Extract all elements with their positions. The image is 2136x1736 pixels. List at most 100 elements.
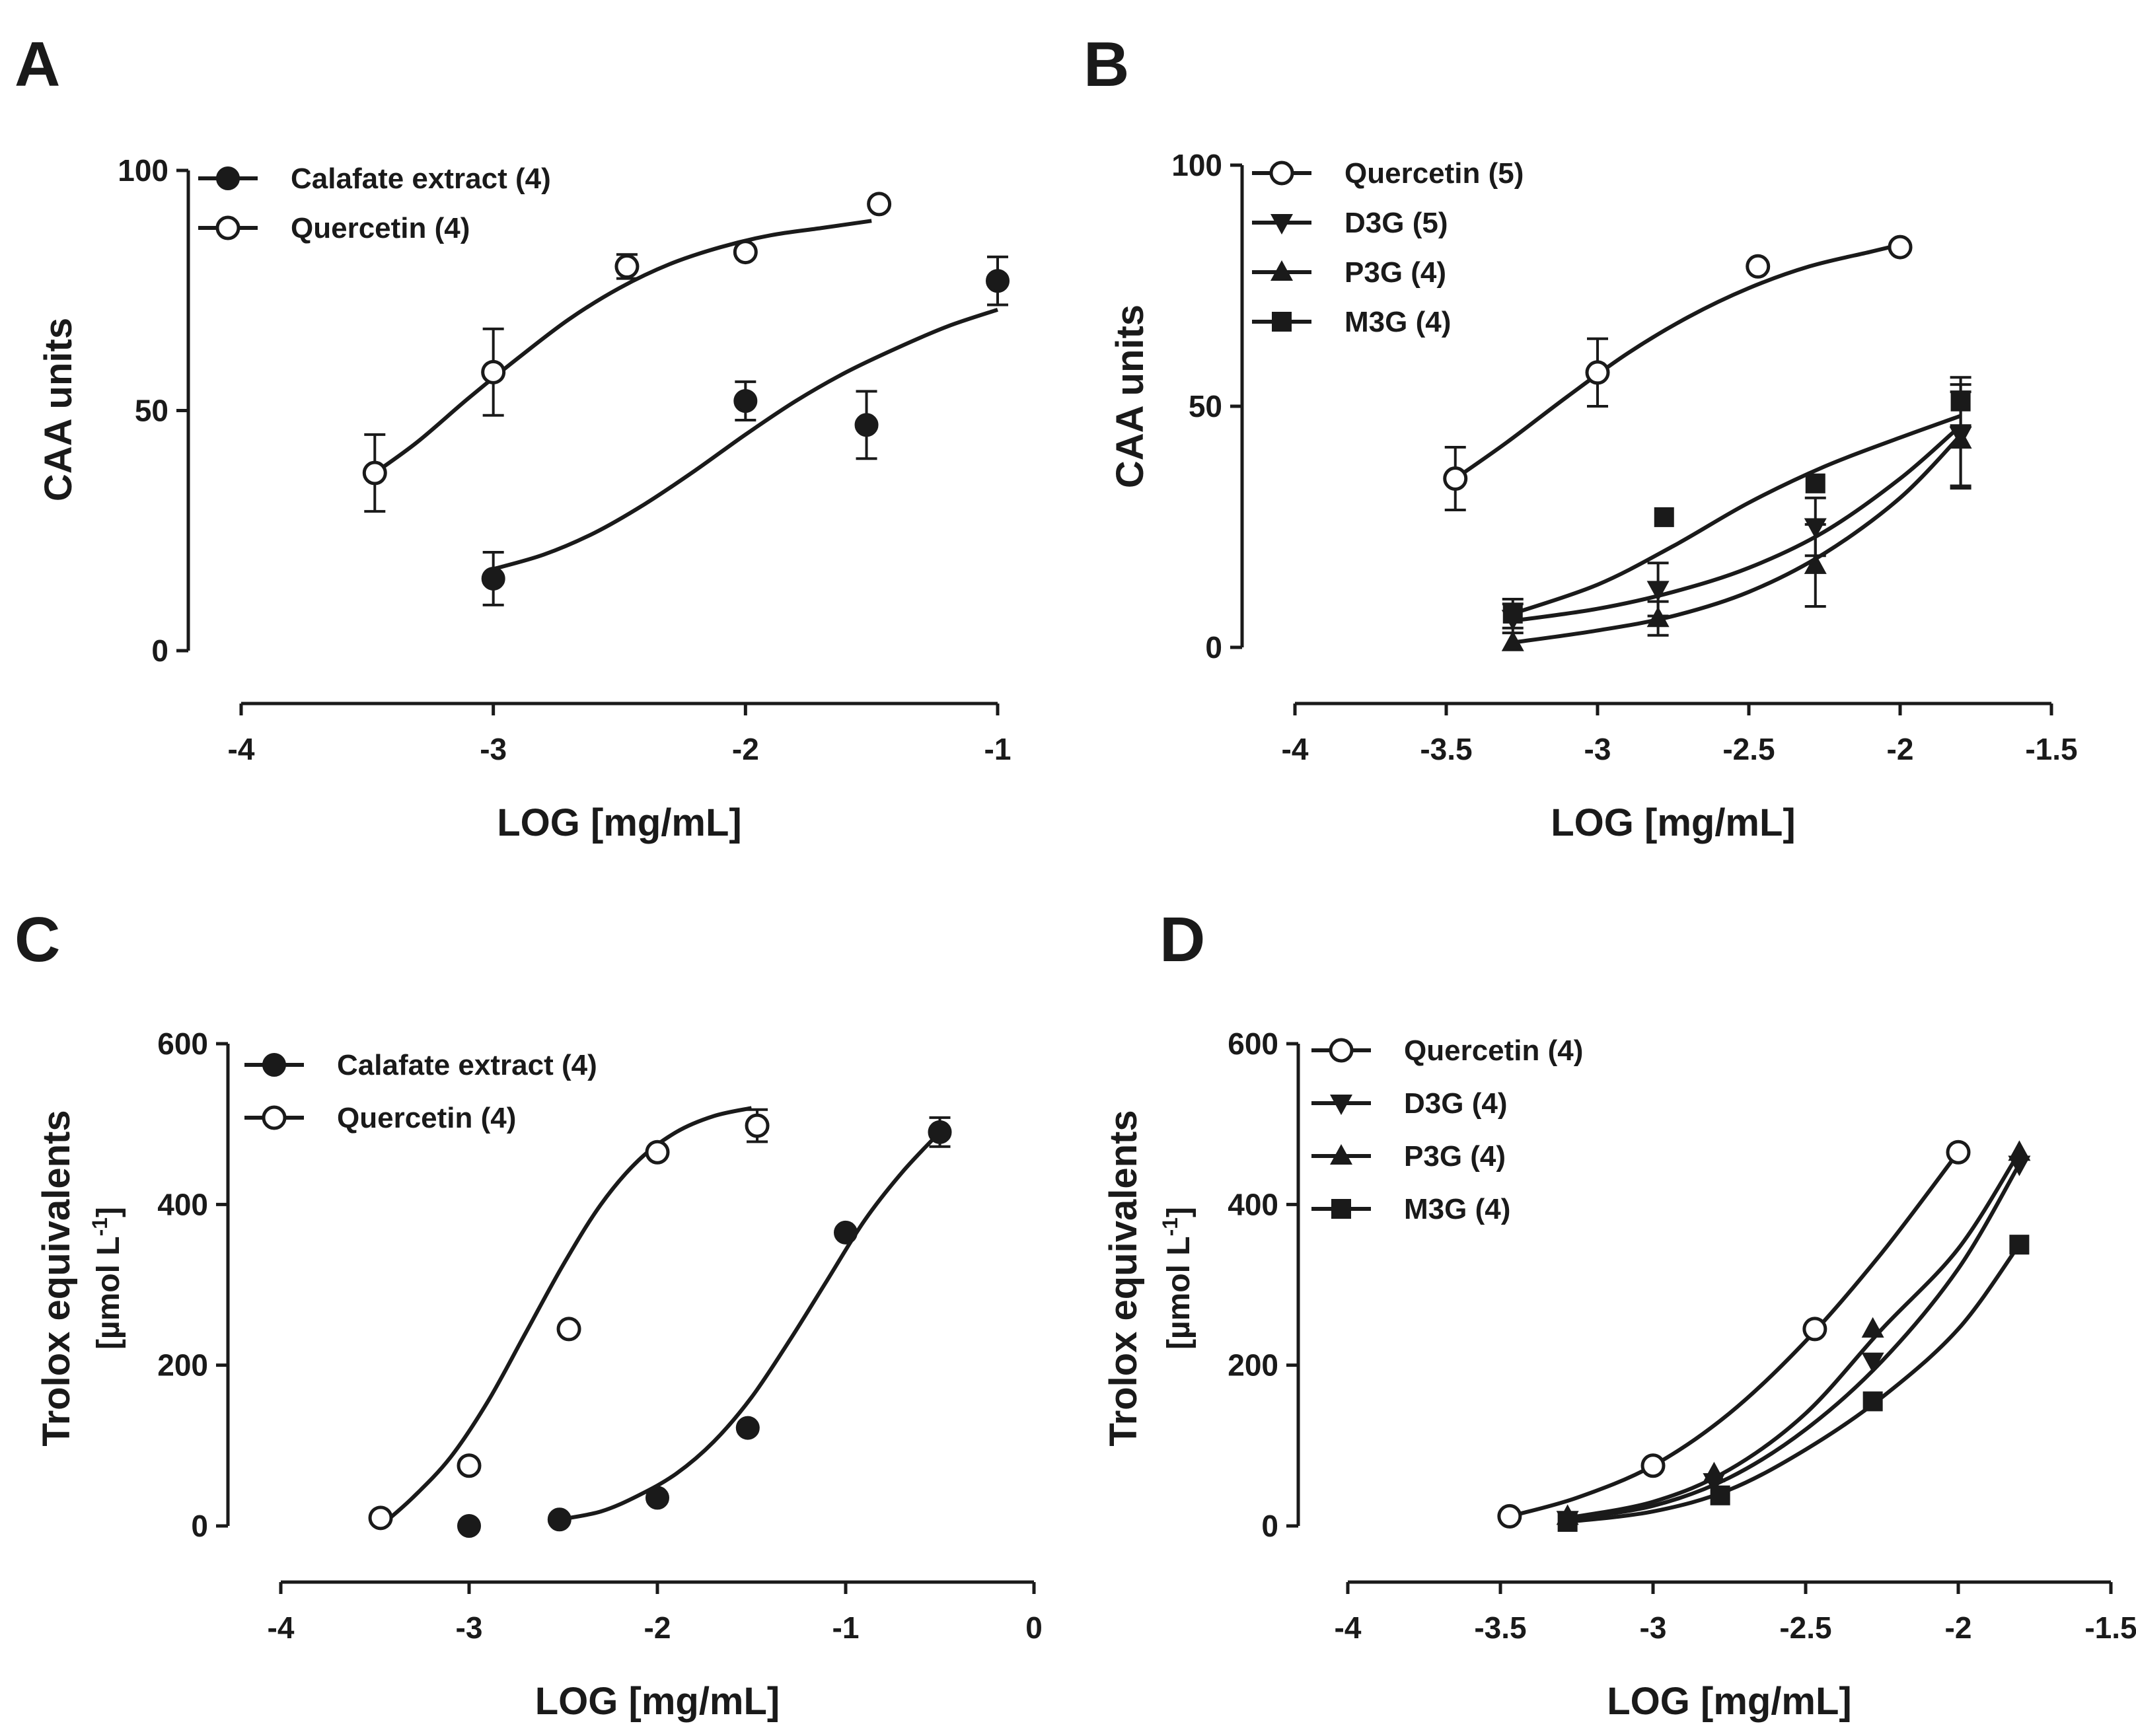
y-tick-label: 0 — [1261, 1509, 1278, 1543]
legend-marker — [215, 215, 240, 240]
legend-entry: M3G (4) — [1252, 306, 1451, 338]
x-axis-label: LOG [mg/mL] — [1607, 1680, 1852, 1723]
series-quercetin-4 — [368, 1106, 770, 1531]
legend-entry: D3G (4) — [1311, 1087, 1507, 1120]
fit-curve — [1512, 414, 1962, 616]
legend-label: M3G (4) — [1404, 1193, 1510, 1225]
y-axis-label-units: [µmol L-1] — [1158, 1207, 1197, 1350]
legend-entry: P3G (4) — [1311, 1140, 1506, 1173]
data-point — [733, 240, 758, 265]
data-point — [1888, 235, 1913, 260]
y-axis-label: CAA units — [37, 318, 80, 501]
data-point — [1443, 466, 1468, 491]
legend-entry: Quercetin (4) — [244, 1102, 516, 1134]
y-tick-label: 100 — [118, 153, 168, 188]
y-tick-label: 50 — [1189, 389, 1222, 423]
data-point — [1946, 1139, 1971, 1165]
x-tick-label: -4 — [1335, 1610, 1362, 1645]
data-point — [1861, 1352, 1884, 1373]
x-tick-label: -1 — [832, 1610, 860, 1645]
data-point — [733, 388, 758, 413]
y-tick-label: 0 — [191, 1509, 208, 1543]
x-tick-label: -2 — [1945, 1610, 1972, 1645]
fit-curve — [1567, 1151, 2021, 1520]
data-point — [2008, 1140, 2031, 1161]
data-point — [1640, 1453, 1666, 1478]
data-point — [745, 1113, 770, 1138]
data-point — [1861, 1317, 1884, 1338]
series-p3g-4 — [1556, 1140, 2031, 1525]
x-tick-label: -3 — [1640, 1610, 1667, 1645]
y-axis-label: Trolox equivalents — [1102, 1110, 1145, 1446]
y-tick-label: 200 — [157, 1348, 208, 1383]
fit-curve — [379, 1106, 753, 1528]
series-p3g-4 — [1501, 390, 1972, 651]
x-tick-label: -4 — [1282, 732, 1309, 766]
series-quercetin-5 — [1443, 235, 1913, 511]
y-tick-label: 600 — [157, 1027, 208, 1061]
data-point — [1949, 428, 1972, 449]
data-point — [1557, 1511, 1578, 1532]
y-tick-label: 200 — [1228, 1348, 1278, 1383]
legend-label: Quercetin (4) — [1404, 1034, 1583, 1067]
data-point — [614, 254, 640, 279]
data-point — [867, 192, 892, 217]
x-tick-label: -4 — [268, 1610, 295, 1645]
legend-marker — [1330, 1095, 1352, 1115]
data-point — [457, 1514, 481, 1538]
legend-label: Quercetin (4) — [291, 212, 470, 244]
legend-marker — [262, 1053, 286, 1077]
fit-curve — [559, 1130, 941, 1522]
legend-marker — [216, 166, 240, 190]
fit-curve — [373, 219, 872, 475]
x-tick-label: -2 — [732, 732, 759, 766]
chart-panel-c: C 0 200 400 600 -4 -3 -2 -1 0 LOG [mg/mL] Trolox eq… — [15, 904, 1043, 1723]
data-point — [1646, 581, 1670, 602]
chart-panel-a: A 0 50 100 -4 -3 -2 -1 LOG [mg/mL] CAA units Calaf… — [15, 29, 1011, 844]
legend-label: Calafate extract (4) — [291, 163, 551, 195]
panel-letter: B — [1084, 29, 1129, 100]
fit-curve — [1509, 1151, 1960, 1519]
data-point — [1585, 360, 1610, 385]
x-tick-label: -4 — [228, 732, 255, 766]
legend-entry: Calafate extract (4) — [198, 163, 551, 195]
legend-entry: M3G (4) — [1311, 1193, 1510, 1225]
data-point — [1654, 507, 1674, 527]
legend-entry: Quercetin (4) — [198, 212, 470, 244]
series-calafate-extract-4 — [457, 1116, 952, 1538]
legend-label: D3G (5) — [1344, 207, 1448, 239]
series-d3g-4 — [1556, 1155, 2031, 1532]
panel-letter: C — [15, 904, 60, 975]
fit-curve — [1567, 1163, 2021, 1522]
y-tick-label: 600 — [1228, 1027, 1278, 1061]
data-point — [928, 1120, 952, 1144]
x-tick-label: -3.5 — [1474, 1610, 1526, 1645]
data-point — [362, 460, 387, 486]
series-m3g-4 — [1557, 1235, 2030, 1532]
x-tick-label: -2 — [1887, 732, 1914, 766]
y-tick-label: 0 — [1205, 630, 1222, 665]
x-tick-label: -2.5 — [1779, 1610, 1831, 1645]
x-axis-label: LOG [mg/mL] — [497, 801, 742, 844]
fit-curve — [1512, 423, 1962, 623]
y-tick-label: 50 — [135, 394, 168, 428]
x-axis-label: LOG [mg/mL] — [535, 1680, 780, 1723]
data-point — [1497, 1503, 1522, 1529]
data-point — [735, 1416, 760, 1440]
data-point — [547, 1507, 571, 1532]
y-tick-label: 400 — [157, 1187, 208, 1221]
legend-marker — [1330, 1144, 1352, 1165]
data-point — [1502, 603, 1523, 624]
legend-label: P3G (4) — [1404, 1140, 1506, 1173]
x-tick-label: -1.5 — [2025, 732, 2077, 766]
data-point — [1501, 630, 1524, 651]
data-point — [645, 1139, 670, 1165]
data-point — [1703, 1461, 1726, 1482]
data-point — [1710, 1485, 1730, 1505]
data-point — [1802, 1317, 1827, 1342]
legend-entry: Calafate extract (4) — [244, 1049, 597, 1081]
data-point — [1646, 606, 1670, 628]
data-point — [2009, 1235, 2030, 1255]
x-tick-label: -1 — [984, 732, 1012, 766]
